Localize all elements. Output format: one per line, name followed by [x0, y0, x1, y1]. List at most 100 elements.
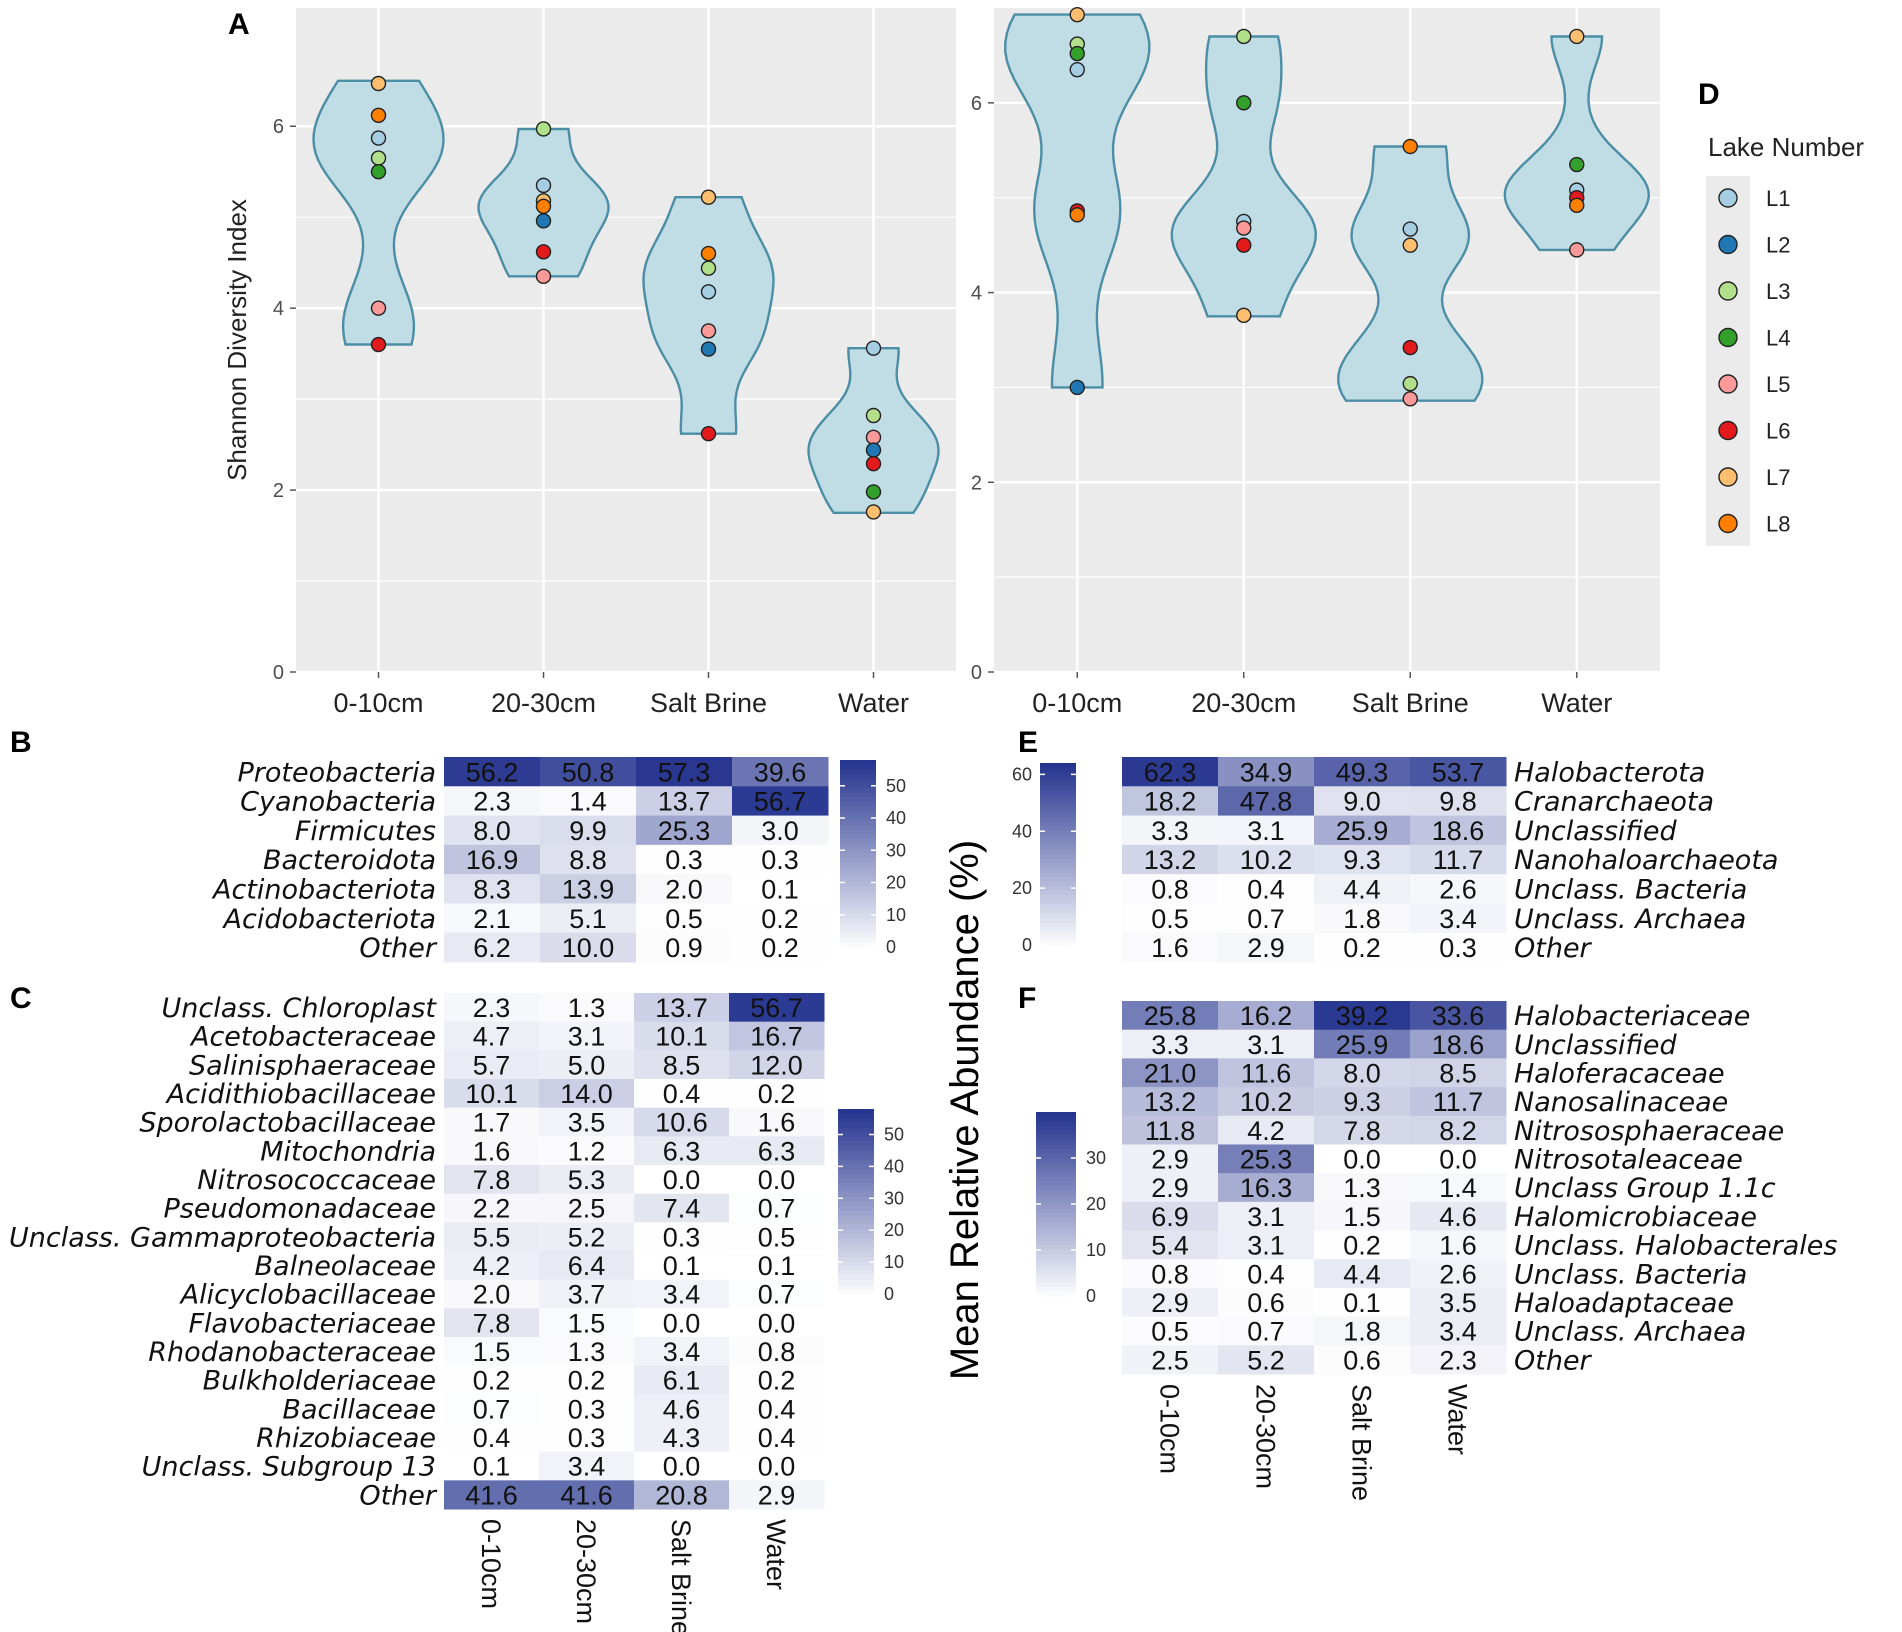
heatmap-cell: [732, 757, 829, 787]
colorbar-segment: [838, 1229, 874, 1235]
data-point-l5: [1402, 391, 1418, 407]
colorbar-segment: [840, 816, 876, 822]
cell-value: 16.7: [750, 1022, 803, 1052]
colorbar-segment: [1036, 1116, 1076, 1122]
colorbar-segment: [838, 1150, 874, 1156]
cell-value: 6.1: [663, 1366, 701, 1396]
colorbar-segment: [1036, 1231, 1076, 1237]
row-label: Unclass. Halobacterales: [1514, 1231, 1838, 1262]
heatmap-cell: [1314, 903, 1411, 934]
cell-value: 4.3: [663, 1423, 701, 1453]
cell-value: 1.2: [568, 1136, 606, 1166]
colorbar-segment: [1036, 1181, 1076, 1187]
heatmap-cell: [634, 1222, 730, 1252]
row-label: Balneolaceae: [255, 1251, 436, 1282]
cell-value: 7.8: [473, 1308, 511, 1338]
cell-value: 39.2: [1336, 1001, 1389, 1031]
colorbar-segment: [1036, 1208, 1076, 1214]
cell-value: 6.3: [758, 1136, 796, 1166]
colorbar-segment: [838, 1178, 874, 1184]
cell-value: 41.6: [560, 1480, 613, 1510]
colorbar-segment: [1036, 1240, 1076, 1246]
data-point-l7: [370, 75, 387, 92]
colorbar-segment: [1040, 872, 1076, 878]
heatmap-cell: [444, 1480, 540, 1510]
cell-value: 5.4: [1151, 1231, 1189, 1261]
cell-value: 1.4: [569, 787, 607, 817]
heatmap-cell: [1410, 1144, 1507, 1174]
cell-value: 7.8: [1343, 1116, 1381, 1146]
heatmap-cell: [539, 1222, 635, 1252]
row-label: Cyanobacteria: [240, 787, 436, 818]
cell-value: 2.3: [473, 787, 511, 817]
heatmap-cell: [732, 932, 829, 963]
colorbar-segment: [1040, 776, 1076, 782]
heatmap-cell: [1218, 1058, 1315, 1088]
data-point-l3: [1236, 28, 1252, 45]
cell-value: 3.0: [761, 816, 799, 846]
colorbar-segment: [1036, 1162, 1076, 1168]
heatmap-cell: [444, 1050, 540, 1080]
heatmap-cell: [1218, 1001, 1315, 1031]
cell-value: 8.3: [473, 875, 511, 905]
cell-value: 2.5: [1151, 1345, 1189, 1375]
cell-value: 3.7: [568, 1280, 606, 1310]
colorbar-segment: [840, 853, 876, 859]
cell-value: 10.2: [1240, 1087, 1293, 1117]
heatmap-cell: [634, 1365, 730, 1395]
cell-value: 0.8: [1151, 1259, 1189, 1289]
heatmap-cell: [540, 874, 637, 904]
heatmap-cell: [444, 1308, 540, 1338]
colorbar-segment: [840, 797, 876, 803]
heatmap-cell: [539, 1365, 635, 1395]
heatmap-cell: [1410, 903, 1507, 934]
heatmap-cell: [729, 1337, 825, 1367]
heatmap-cell: [539, 1308, 635, 1338]
heatmap-cell: [1314, 1029, 1411, 1059]
heatmap-cell: [539, 1279, 635, 1309]
cell-value: 0.0: [758, 1308, 796, 1338]
data-point-l8: [700, 245, 717, 262]
cell-value: 9.0: [1343, 787, 1381, 817]
heatmap-cell: [1218, 1173, 1315, 1203]
cell-value: 2.2: [473, 1194, 511, 1224]
colorbar-segment: [838, 1266, 874, 1272]
legend-label-l6: L6: [1766, 419, 1790, 444]
heatmap-cell: [1218, 844, 1315, 875]
data-point-l1: [865, 340, 882, 356]
colorbar-segment: [1040, 863, 1076, 869]
cell-value: 56.2: [466, 757, 519, 787]
colorbar-segment: [1040, 844, 1076, 851]
colorbar-segment: [1040, 894, 1076, 901]
data-point-l3: [370, 150, 387, 166]
cell-value: 21.0: [1144, 1058, 1197, 1088]
cell-value: 9.3: [1343, 1087, 1381, 1117]
y-tick-label: 4: [273, 298, 284, 320]
colorbar-segment: [1040, 763, 1076, 769]
colorbar-segment: [1036, 1213, 1076, 1219]
heatmap-cell: [540, 844, 637, 875]
cell-value: 13.9: [562, 875, 615, 905]
cell-value: 2.1: [473, 904, 511, 934]
cell-value: 4.7: [473, 1022, 511, 1052]
heatmap-cell: [1122, 1144, 1219, 1174]
colorbar-segment: [1040, 881, 1076, 887]
heatmap-cell: [1218, 1259, 1315, 1289]
cell-value: 4.6: [663, 1394, 701, 1424]
x-tick-label: 20-30cm: [1191, 688, 1296, 718]
heatmap-cell: [636, 932, 733, 963]
colorbar-segment: [1040, 885, 1076, 891]
colorbar-tick-label: 40: [1012, 821, 1032, 841]
colorbar-segment: [838, 1247, 874, 1253]
data-point-l2: [535, 213, 552, 229]
colorbar-segment: [840, 872, 876, 878]
data-point-l6: [370, 336, 387, 353]
colorbar-segment: [840, 802, 876, 808]
row-label: Actinobacteriota: [211, 875, 436, 906]
cell-value: 18.6: [1432, 1030, 1485, 1060]
cell-value: 3.1: [1247, 1231, 1285, 1261]
colorbar-segment: [1040, 922, 1076, 928]
row-label: Nitrosotaleaceae: [1514, 1145, 1743, 1176]
cell-value: 0.1: [758, 1251, 796, 1281]
data-point-l1: [535, 177, 552, 194]
